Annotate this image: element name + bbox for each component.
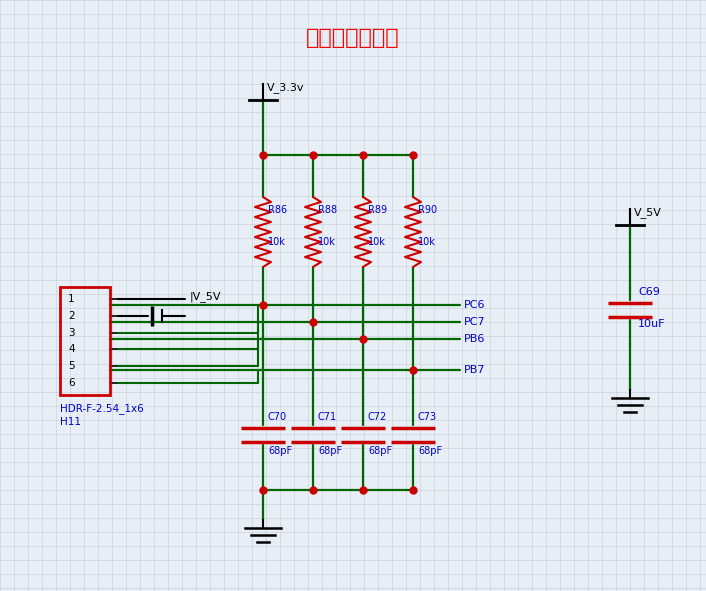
Text: 3: 3 xyxy=(68,327,75,337)
Text: C69: C69 xyxy=(638,287,660,297)
Text: C71: C71 xyxy=(318,412,337,422)
Text: V_5V: V_5V xyxy=(634,207,662,218)
Text: R90: R90 xyxy=(418,205,437,215)
Text: V_3.3v: V_3.3v xyxy=(267,82,304,93)
Text: 10k: 10k xyxy=(418,237,436,247)
Text: PC7: PC7 xyxy=(464,317,486,327)
Text: R88: R88 xyxy=(318,205,337,215)
Text: 68pF: 68pF xyxy=(318,446,342,456)
Bar xyxy=(60,287,110,395)
Text: 68pF: 68pF xyxy=(418,446,442,456)
Text: 68pF: 68pF xyxy=(268,446,292,456)
Text: 10k: 10k xyxy=(268,237,286,247)
Text: 10uF: 10uF xyxy=(638,319,666,329)
Text: 2: 2 xyxy=(68,311,75,321)
Text: R89: R89 xyxy=(368,205,387,215)
Text: 68pF: 68pF xyxy=(368,446,392,456)
Text: PC6: PC6 xyxy=(464,300,486,310)
Text: 4: 4 xyxy=(68,345,75,355)
Text: 10k: 10k xyxy=(318,237,336,247)
Text: HDR-F-2.54_1x6: HDR-F-2.54_1x6 xyxy=(60,403,144,414)
Text: PB6: PB6 xyxy=(464,334,486,344)
Text: 6: 6 xyxy=(68,378,75,388)
Text: |V_5V: |V_5V xyxy=(190,291,222,303)
Text: 旋转编码器接口: 旋转编码器接口 xyxy=(306,28,400,48)
Text: C70: C70 xyxy=(268,412,287,422)
Text: 1: 1 xyxy=(68,294,75,304)
Text: R86: R86 xyxy=(268,205,287,215)
Text: H11: H11 xyxy=(60,417,81,427)
Text: C72: C72 xyxy=(368,412,388,422)
Text: C73: C73 xyxy=(418,412,437,422)
Text: 10k: 10k xyxy=(368,237,386,247)
Text: 5: 5 xyxy=(68,361,75,371)
Text: PB7: PB7 xyxy=(464,365,486,375)
